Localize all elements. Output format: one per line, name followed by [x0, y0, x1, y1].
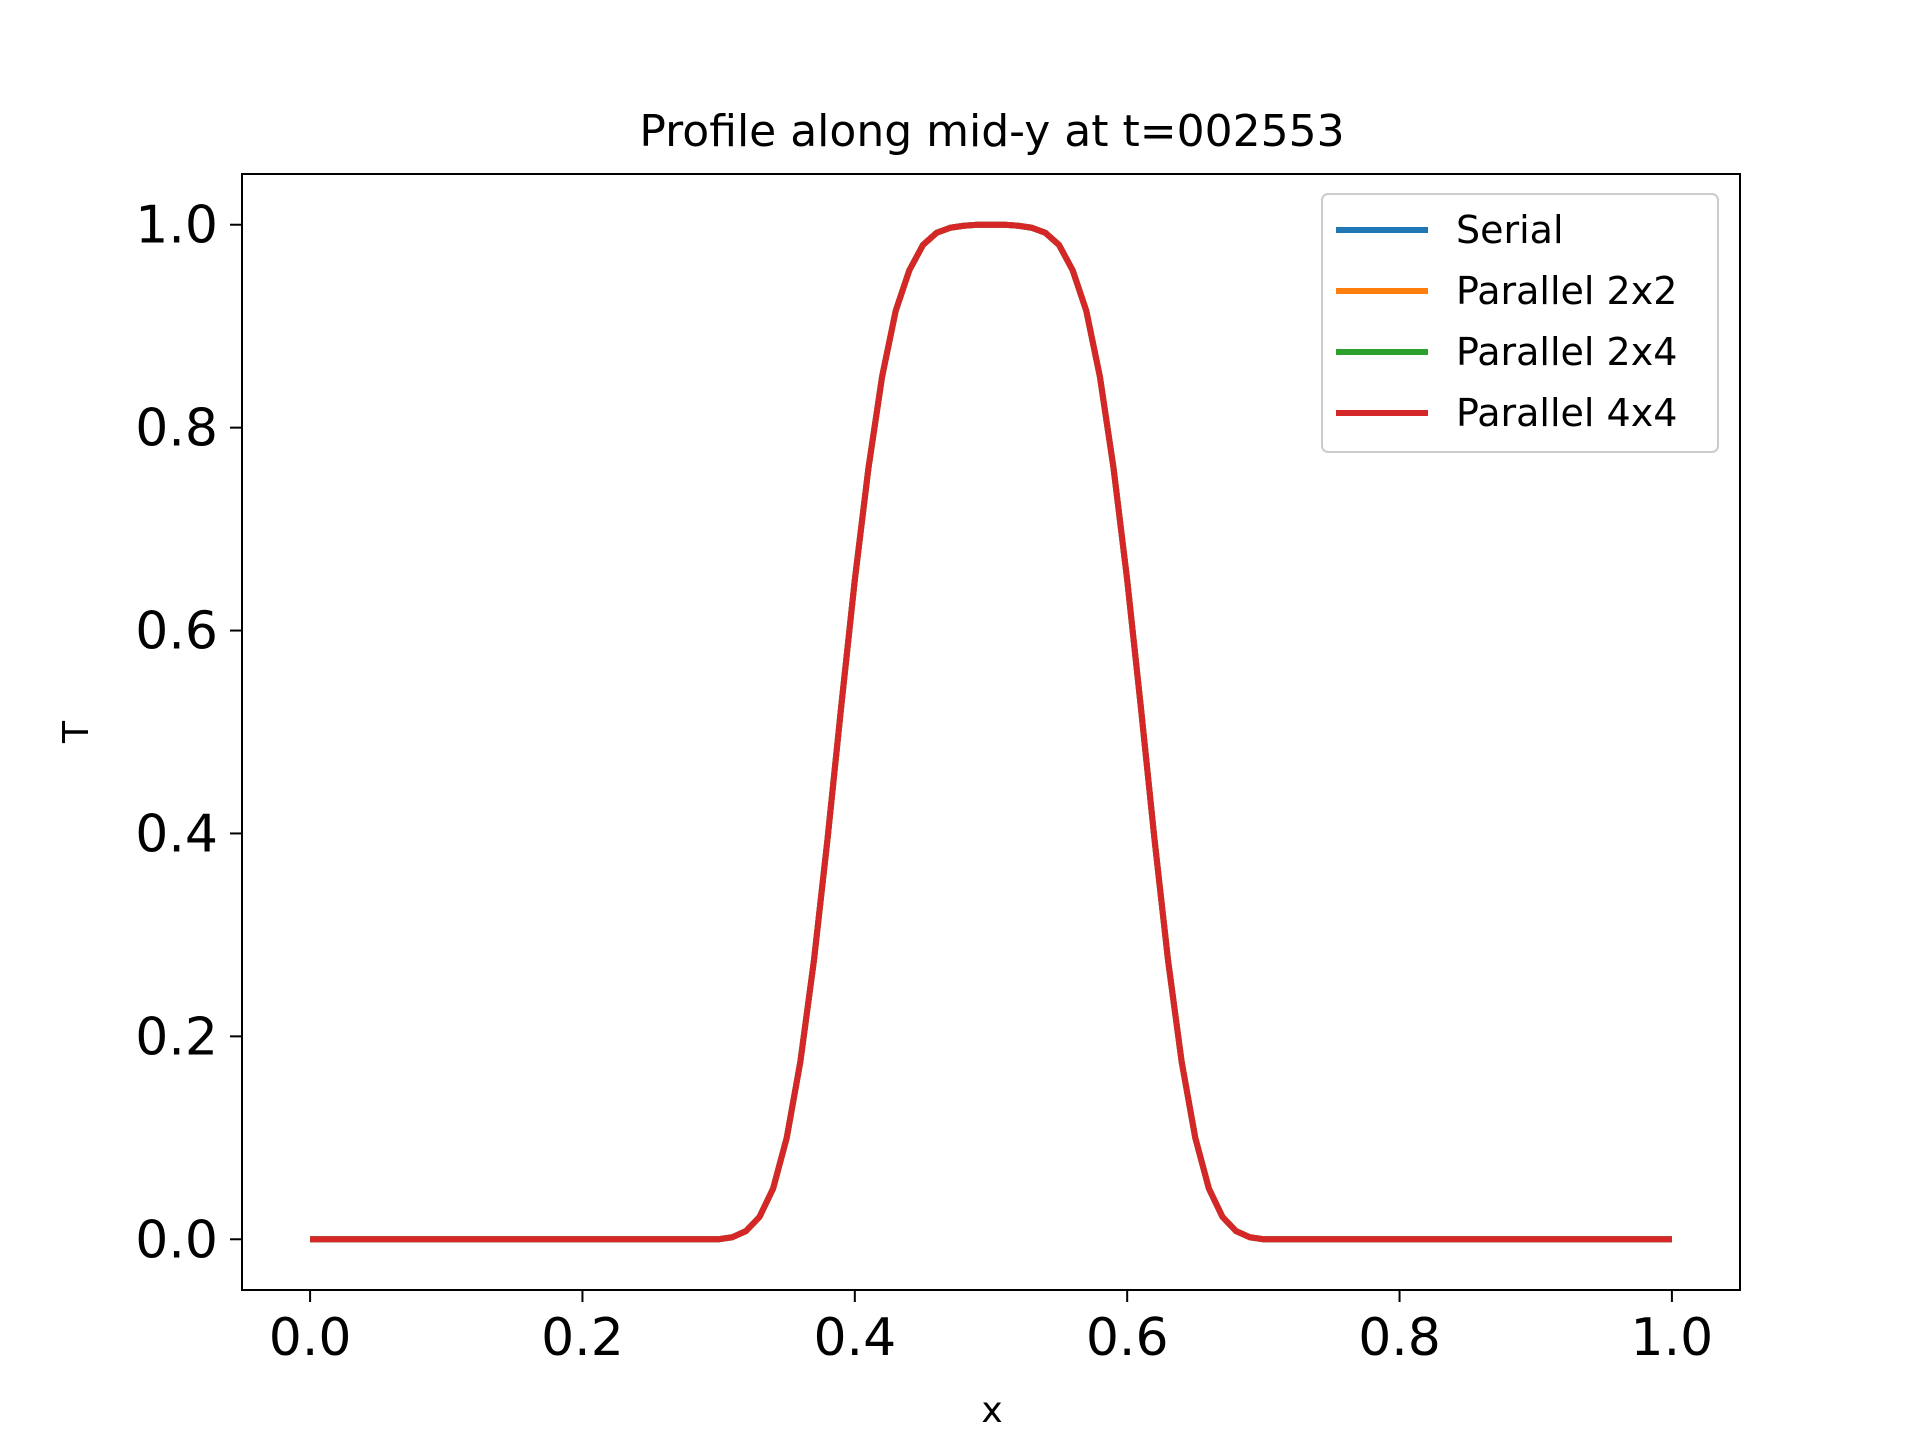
legend-label-2: Parallel 2x4 [1456, 330, 1677, 374]
x-tick-label-0: 0.0 [269, 1308, 352, 1368]
y-tick-label-4: 0.8 [135, 399, 218, 459]
legend-box [1321, 193, 1719, 453]
x-tick-label-3: 0.6 [1086, 1308, 1169, 1368]
y-axis-label: T [56, 720, 97, 744]
plot-frame [241, 173, 1741, 1291]
legend-label-3: Parallel 4x4 [1456, 391, 1677, 435]
x-tick-label-2: 0.4 [813, 1308, 896, 1368]
legend-label-0: Serial [1456, 208, 1564, 252]
y-tick-label-3: 0.6 [135, 602, 218, 662]
y-tick-label-1: 0.2 [135, 1007, 218, 1067]
y-tick-label-2: 0.4 [135, 804, 218, 864]
chart-title: Profile along mid-y at t=002553 [639, 106, 1344, 157]
legend-label-1: Parallel 2x2 [1456, 269, 1677, 313]
y-tick-label-5: 1.0 [135, 196, 218, 256]
x-tick-label-4: 0.8 [1358, 1308, 1441, 1368]
x-tick-label-1: 0.2 [541, 1308, 624, 1368]
axes-layer: 0.0 0.2 0.4 0.6 0.8 1.0 0.0 0.2 0.4 0.6 0.8 1.0 [135, 173, 1741, 1368]
legend: Serial Parallel 2x2 Parallel 2x4 Parallel 4… [1321, 193, 1719, 453]
y-tick-label-0: 0.0 [135, 1210, 218, 1270]
series-line-3 [310, 221, 1672, 1243]
x-axis-label: x [981, 1390, 1002, 1431]
series-layer [310, 221, 1672, 1243]
x-tick-label-5: 1.0 [1631, 1308, 1714, 1368]
